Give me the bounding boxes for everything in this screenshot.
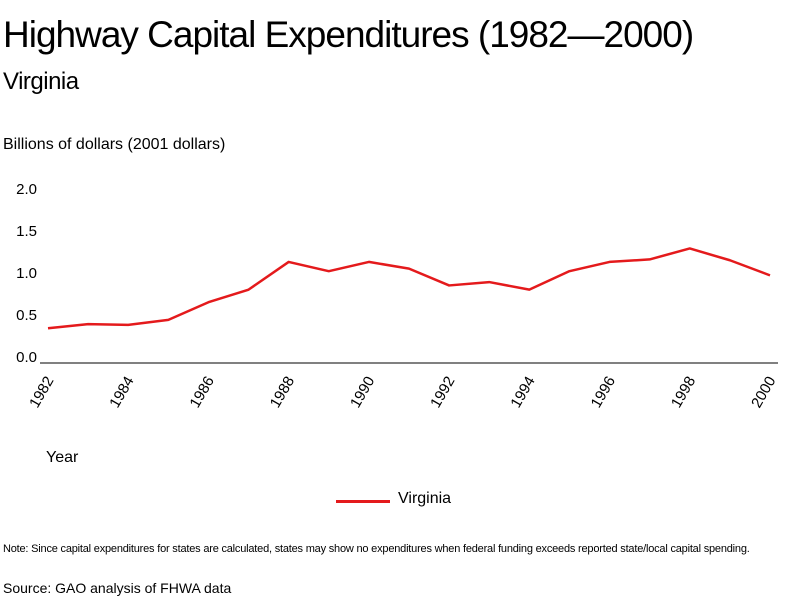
y-tick-label: 2.0 — [16, 181, 37, 198]
chart-title: Highway Capital Expenditures (1982—2000) — [3, 14, 694, 55]
y-tick-label: 1.0 — [16, 265, 37, 282]
x-tick-label: 1982 — [26, 374, 57, 411]
legend-swatch — [336, 500, 390, 503]
chart-source: Source: GAO analysis of FHWA data — [3, 580, 232, 596]
chart-note: Note: Since capital expenditures for sta… — [3, 543, 750, 555]
legend-label: Virginia — [398, 490, 452, 507]
series-line-virginia — [47, 247, 771, 330]
y-tick-label: 0.0 — [16, 349, 37, 366]
x-tick-label: 1992 — [427, 374, 458, 411]
x-tick-label: 1994 — [507, 374, 538, 411]
x-tick-label: 1990 — [347, 374, 378, 411]
chart-subtitle: Virginia — [3, 68, 79, 95]
y-axis-label: Billions of dollars (2001 dollars) — [3, 136, 226, 153]
x-tick-label: 1998 — [668, 374, 699, 411]
x-tick-label: 1984 — [106, 374, 137, 411]
y-tick-label: 0.5 — [16, 307, 37, 324]
x-tick-label: 1996 — [588, 374, 619, 411]
x-tick-label: 1988 — [267, 374, 298, 411]
y-tick-label: 1.5 — [16, 223, 37, 240]
x-axis-label: Year — [46, 449, 79, 466]
x-tick-label: 1986 — [186, 374, 217, 411]
x-tick-label: 2000 — [748, 374, 779, 411]
